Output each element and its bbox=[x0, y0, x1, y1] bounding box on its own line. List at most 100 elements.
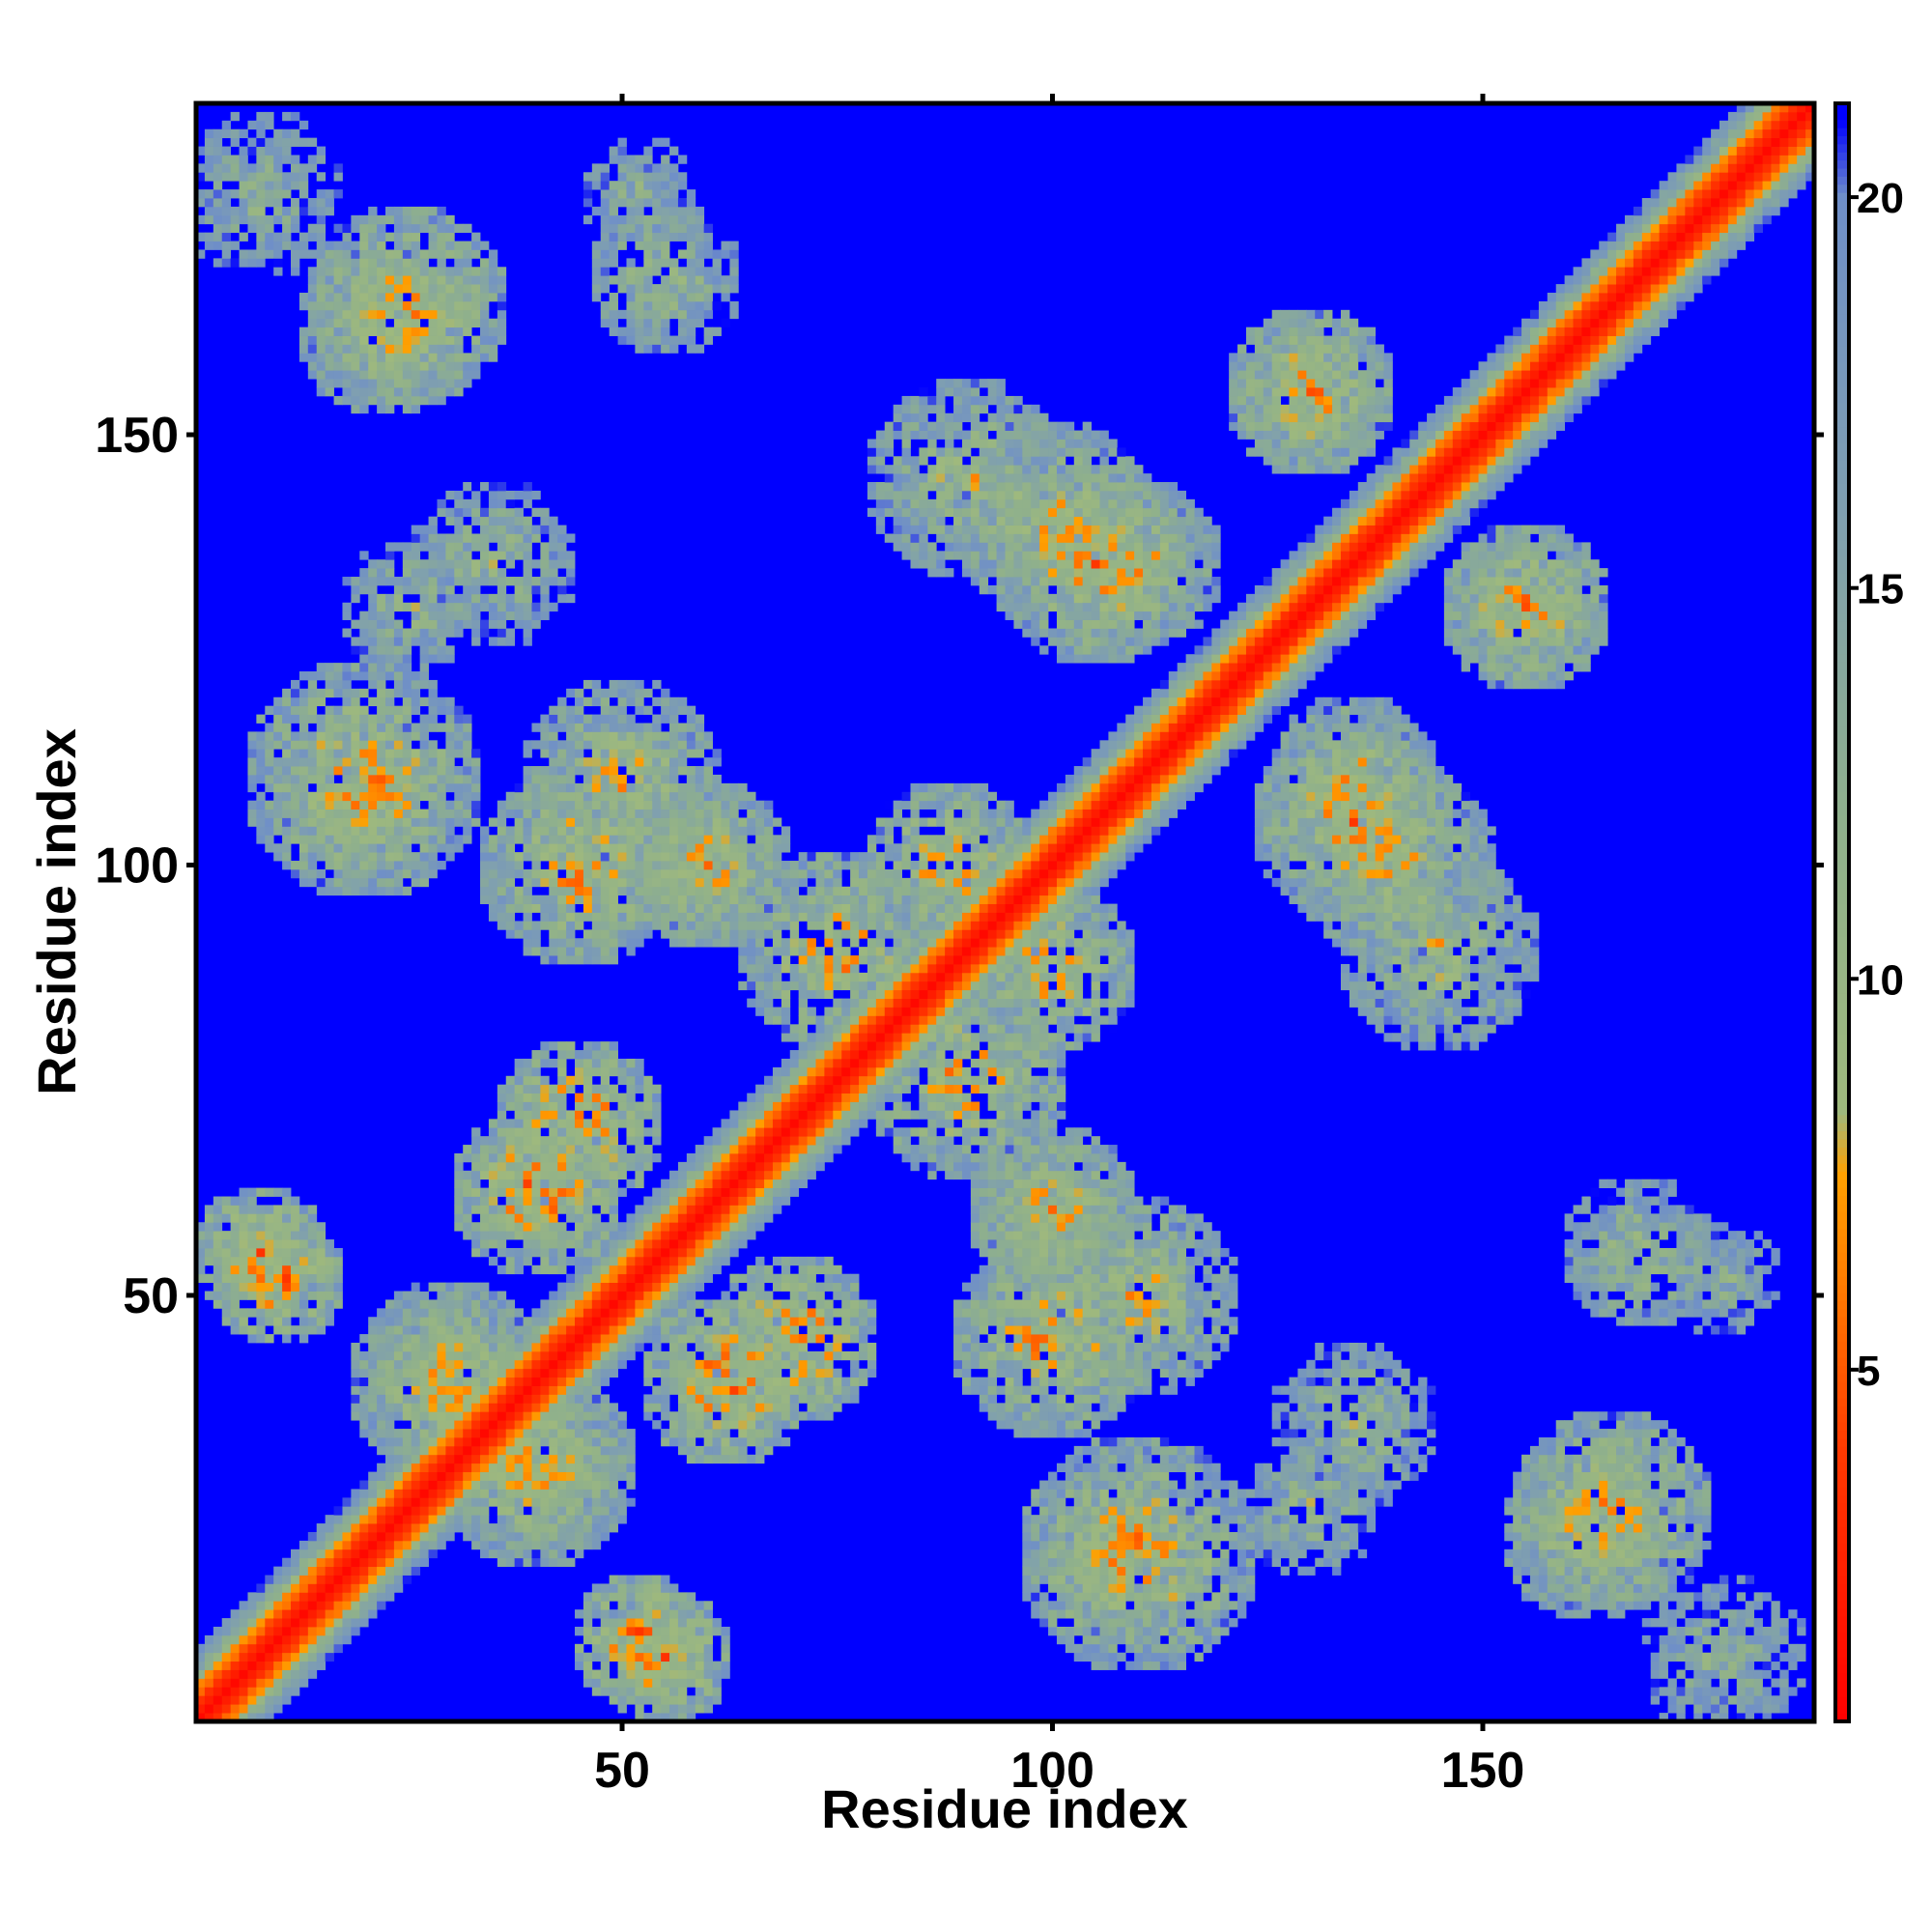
heatmap-cell bbox=[582, 1231, 593, 1240]
heatmap-cell bbox=[609, 895, 618, 904]
heatmap-cell bbox=[652, 1626, 662, 1636]
heatmap-cell bbox=[575, 1334, 584, 1344]
heatmap-cell bbox=[549, 533, 558, 543]
heatmap-cell bbox=[540, 1075, 550, 1086]
heatmap-cell bbox=[256, 1222, 266, 1232]
heatmap-cell bbox=[411, 852, 421, 862]
heatmap-cell bbox=[298, 1661, 309, 1670]
heatmap-cell bbox=[325, 353, 334, 362]
heatmap-cell bbox=[566, 1350, 576, 1361]
heatmap-cell bbox=[273, 128, 283, 139]
heatmap-cell bbox=[497, 1213, 507, 1223]
heatmap-cell bbox=[342, 335, 352, 345]
heatmap-cell bbox=[359, 1515, 369, 1524]
heatmap-cell bbox=[652, 861, 662, 870]
heatmap-cell bbox=[359, 232, 369, 242]
heatmap-cell bbox=[428, 1523, 438, 1533]
heatmap-cell bbox=[712, 1385, 722, 1395]
heatmap-cell bbox=[333, 275, 343, 285]
heatmap-cell bbox=[677, 843, 688, 853]
heatmap-cell bbox=[591, 284, 602, 294]
heatmap-cell bbox=[437, 1540, 446, 1550]
heatmap-cell bbox=[566, 852, 576, 862]
heatmap-cell bbox=[463, 791, 472, 802]
heatmap-cell bbox=[652, 749, 662, 758]
heatmap-cell bbox=[377, 886, 386, 896]
heatmap-cell bbox=[385, 1308, 395, 1318]
heatmap-cell bbox=[256, 1308, 266, 1318]
heatmap-cell bbox=[677, 705, 688, 715]
heatmap-cell bbox=[273, 214, 283, 225]
heatmap-cell bbox=[298, 731, 309, 741]
heatmap-cell bbox=[575, 1170, 584, 1180]
heatmap-cell bbox=[368, 1385, 378, 1395]
heatmap-cell bbox=[540, 895, 550, 904]
heatmap-cell bbox=[333, 1256, 343, 1266]
heatmap-cell bbox=[428, 1497, 438, 1507]
heatmap-cell bbox=[643, 1609, 653, 1619]
heatmap-cell bbox=[582, 868, 593, 879]
heatmap-cell bbox=[298, 189, 309, 199]
heatmap-cell bbox=[591, 1411, 602, 1421]
heatmap-cell bbox=[617, 1626, 627, 1636]
heatmap-cell bbox=[600, 877, 611, 888]
heatmap-cell bbox=[695, 318, 705, 328]
heatmap-cell bbox=[247, 1256, 257, 1266]
heatmap-cell bbox=[316, 1592, 327, 1602]
heatmap-cell bbox=[428, 1411, 438, 1421]
heatmap-cell bbox=[523, 1222, 532, 1232]
heatmap-cell bbox=[351, 1540, 360, 1550]
heatmap-cell bbox=[213, 155, 223, 164]
heatmap-cell bbox=[393, 731, 404, 741]
heatmap-cell bbox=[505, 1454, 516, 1464]
heatmap-cell bbox=[325, 318, 334, 328]
heatmap-cell bbox=[445, 1515, 455, 1524]
heatmap-cell bbox=[626, 1429, 636, 1438]
heatmap-cell bbox=[626, 912, 636, 922]
heatmap-cell bbox=[626, 731, 636, 741]
heatmap-cell bbox=[712, 1368, 722, 1378]
heatmap-cell bbox=[575, 1161, 584, 1172]
heatmap-cell bbox=[549, 1429, 558, 1438]
heatmap-cell bbox=[221, 1264, 232, 1275]
heatmap-cell bbox=[669, 1368, 679, 1378]
heatmap-cell bbox=[282, 1609, 292, 1619]
heatmap-cell bbox=[437, 568, 446, 578]
heatmap-cell bbox=[273, 146, 283, 156]
heatmap-cell bbox=[393, 214, 404, 225]
heatmap-cell bbox=[325, 1282, 334, 1292]
heatmap-cell bbox=[643, 1394, 653, 1404]
heatmap-cell bbox=[471, 637, 481, 646]
heatmap-cell bbox=[256, 809, 266, 818]
heatmap-cell bbox=[549, 1385, 558, 1395]
heatmap-cell bbox=[437, 551, 446, 560]
heatmap-cell bbox=[377, 1385, 386, 1395]
heatmap-cell bbox=[523, 611, 532, 620]
heatmap-cell bbox=[609, 214, 618, 225]
heatmap-cell bbox=[617, 1093, 627, 1102]
heatmap-cell bbox=[549, 731, 558, 741]
heatmap-cell bbox=[669, 895, 679, 904]
heatmap-cell bbox=[368, 318, 378, 328]
heatmap-cell bbox=[402, 542, 412, 552]
heatmap-cell bbox=[514, 1179, 524, 1189]
heatmap-cell bbox=[230, 137, 240, 147]
heatmap-cell bbox=[282, 843, 292, 853]
heatmap-cell bbox=[298, 1626, 309, 1636]
heatmap-cell bbox=[359, 628, 369, 638]
heatmap-cell bbox=[273, 1231, 283, 1240]
heatmap-cell bbox=[635, 1713, 644, 1722]
heatmap-cell bbox=[204, 1652, 214, 1662]
heatmap-cell bbox=[316, 1634, 327, 1645]
heatmap-cell bbox=[600, 817, 611, 827]
heatmap-cell bbox=[514, 1429, 524, 1438]
heatmap-cell bbox=[497, 602, 507, 612]
heatmap-cell bbox=[445, 1531, 455, 1542]
heatmap-cell bbox=[514, 1264, 524, 1275]
heatmap-cell bbox=[582, 1317, 593, 1326]
heatmap-cell bbox=[505, 507, 516, 518]
heatmap-cell bbox=[488, 877, 498, 888]
heatmap-cell bbox=[617, 817, 627, 827]
heatmap-cell bbox=[471, 490, 481, 500]
heatmap-cell bbox=[402, 1575, 412, 1584]
